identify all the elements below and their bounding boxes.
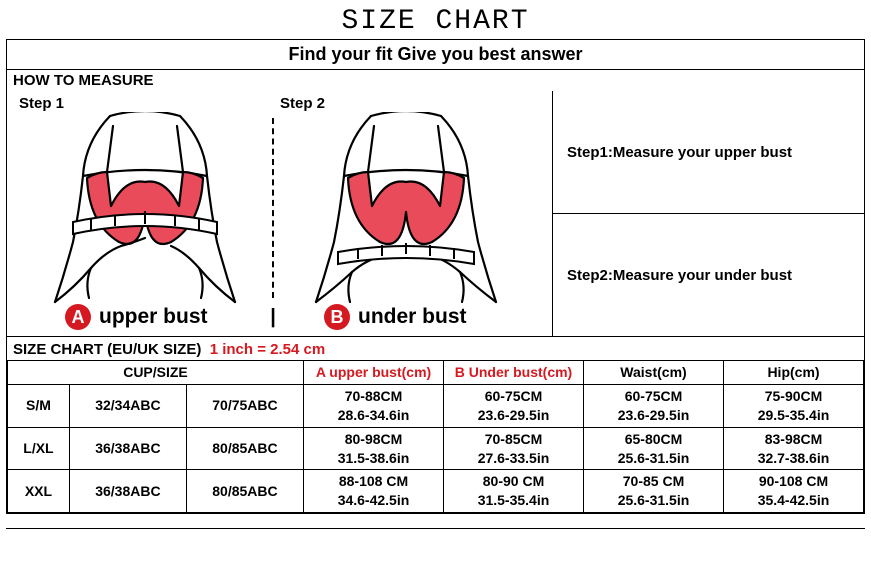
cell-size: S/M	[8, 384, 70, 427]
size-table: CUP/SIZE A upper bust(cm) B Under bust(c…	[7, 360, 864, 513]
col-hip: Hip(cm)	[724, 361, 864, 385]
size-chart-heading: SIZE CHART (EU/UK SIZE) 1 inch = 2.54 cm	[7, 337, 864, 360]
instruction-step2: Step2:Measure your under bust	[553, 213, 864, 336]
measure-figures: Step 1 Step 2	[7, 91, 553, 336]
figure-divider	[272, 118, 274, 298]
subtitle: Find your fit Give you best answer	[7, 40, 864, 70]
size-chart-heading-text: SIZE CHART (EU/UK SIZE)	[13, 341, 201, 358]
step2-label: Step 2	[276, 95, 325, 112]
cell-a: 80-98CM31.5-38.6in	[304, 427, 444, 470]
table-row: L/XL 36/38ABC 80/85ABC 80-98CM31.5-38.6i…	[8, 427, 864, 470]
cell-b: 70-85CM27.6-33.5in	[444, 427, 584, 470]
table-header-row: CUP/SIZE A upper bust(cm) B Under bust(c…	[8, 361, 864, 385]
figure-under-bust	[276, 112, 531, 308]
measure-section: Step 1 Step 2	[7, 91, 864, 337]
caption-b-text: under bust	[358, 305, 467, 329]
size-chart-container: Find your fit Give you best answer HOW T…	[6, 39, 865, 514]
cell-waist: 70-85 CM25.6-31.5in	[584, 470, 724, 513]
figure-upper-bust	[15, 112, 270, 308]
cell-waist: 65-80CM25.6-31.5in	[584, 427, 724, 470]
cell-cup2: 80/85ABC	[186, 470, 303, 513]
col-a: A upper bust(cm)	[304, 361, 444, 385]
cell-hip: 83-98CM32.7-38.6in	[724, 427, 864, 470]
howto-heading: HOW TO MEASURE	[7, 70, 864, 91]
cell-cup1: 32/34ABC	[69, 384, 186, 427]
cell-cup2: 70/75ABC	[186, 384, 303, 427]
cell-cup2: 80/85ABC	[186, 427, 303, 470]
table-row: S/M 32/34ABC 70/75ABC 70-88CM28.6-34.6in…	[8, 384, 864, 427]
caption-a-text: upper bust	[99, 305, 208, 329]
cell-b: 60-75CM23.6-29.5in	[444, 384, 584, 427]
conversion-note: 1 inch = 2.54 cm	[210, 341, 325, 358]
bottom-rule	[6, 528, 865, 532]
cell-hip: 90-108 CM35.4-42.5in	[724, 470, 864, 513]
cell-size: L/XL	[8, 427, 70, 470]
page-title: SIZE CHART	[0, 0, 871, 39]
step1-label: Step 1	[15, 95, 276, 112]
cell-size: XXL	[8, 470, 70, 513]
col-cup: CUP/SIZE	[8, 361, 304, 385]
instruction-step1: Step1:Measure your upper bust	[553, 91, 864, 213]
cell-cup1: 36/38ABC	[69, 470, 186, 513]
cell-a: 70-88CM28.6-34.6in	[304, 384, 444, 427]
cell-a: 88-108 CM34.6-42.5in	[304, 470, 444, 513]
measure-instructions: Step1:Measure your upper bust Step2:Meas…	[553, 91, 864, 336]
table-row: XXL 36/38ABC 80/85ABC 88-108 CM34.6-42.5…	[8, 470, 864, 513]
cell-hip: 75-90CM29.5-35.4in	[724, 384, 864, 427]
cell-waist: 60-75CM23.6-29.5in	[584, 384, 724, 427]
cell-b: 80-90 CM31.5-35.4in	[444, 470, 584, 513]
col-b: B Under bust(cm)	[444, 361, 584, 385]
col-waist: Waist(cm)	[584, 361, 724, 385]
cell-cup1: 36/38ABC	[69, 427, 186, 470]
